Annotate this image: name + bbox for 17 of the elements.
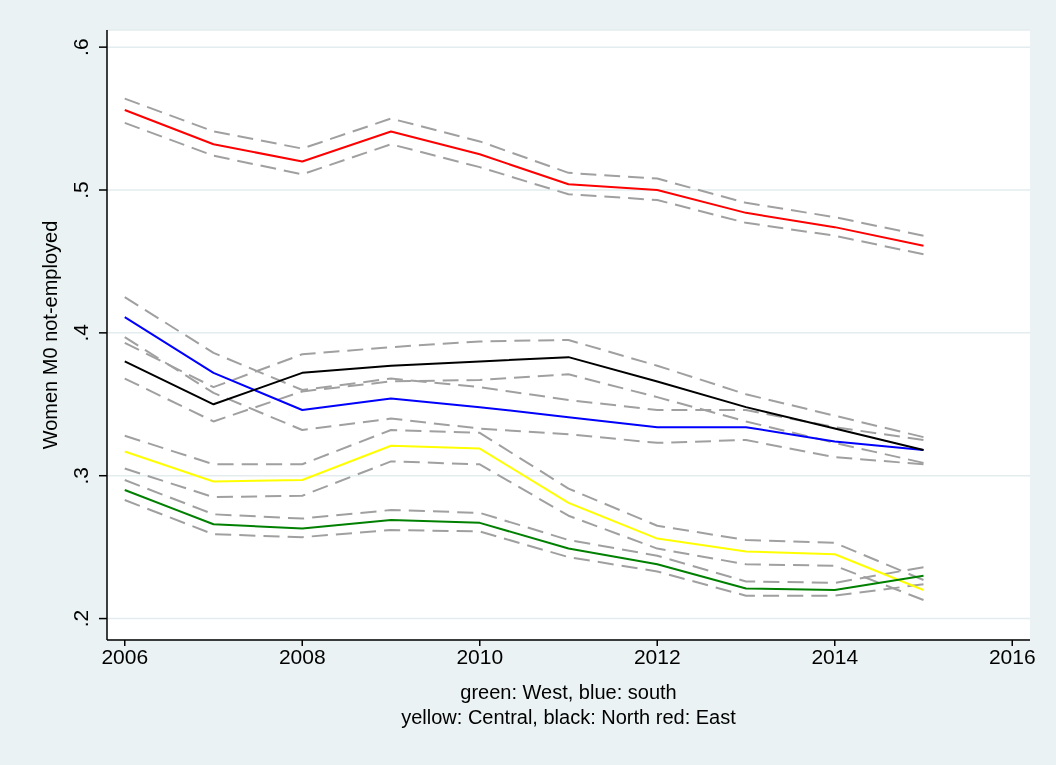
y-tick-label: .5 (69, 181, 92, 199)
x-axis-title: green: West, blue: south yellow: Central, black: North red: East (401, 681, 737, 728)
line-series (123, 356, 925, 451)
line-series (123, 429, 925, 581)
x-tick-label: 2012 (633, 645, 681, 668)
x-tick-label: 2006 (101, 645, 149, 668)
x-tick-label: 2008 (278, 645, 326, 668)
line-series (123, 460, 925, 601)
y-tick-label: .3 (69, 466, 92, 485)
y-tick-label: .2 (69, 609, 92, 628)
y-tick-label: .6 (69, 38, 92, 56)
x-tick-label: 2010 (456, 645, 504, 668)
x-tick-label: 2014 (811, 645, 859, 668)
y-axis-title: Women M0 not-employed (39, 220, 61, 450)
line-series (123, 444, 925, 591)
y-tick-label: .4 (69, 323, 92, 342)
x-tick-label: 2016 (988, 645, 1036, 668)
